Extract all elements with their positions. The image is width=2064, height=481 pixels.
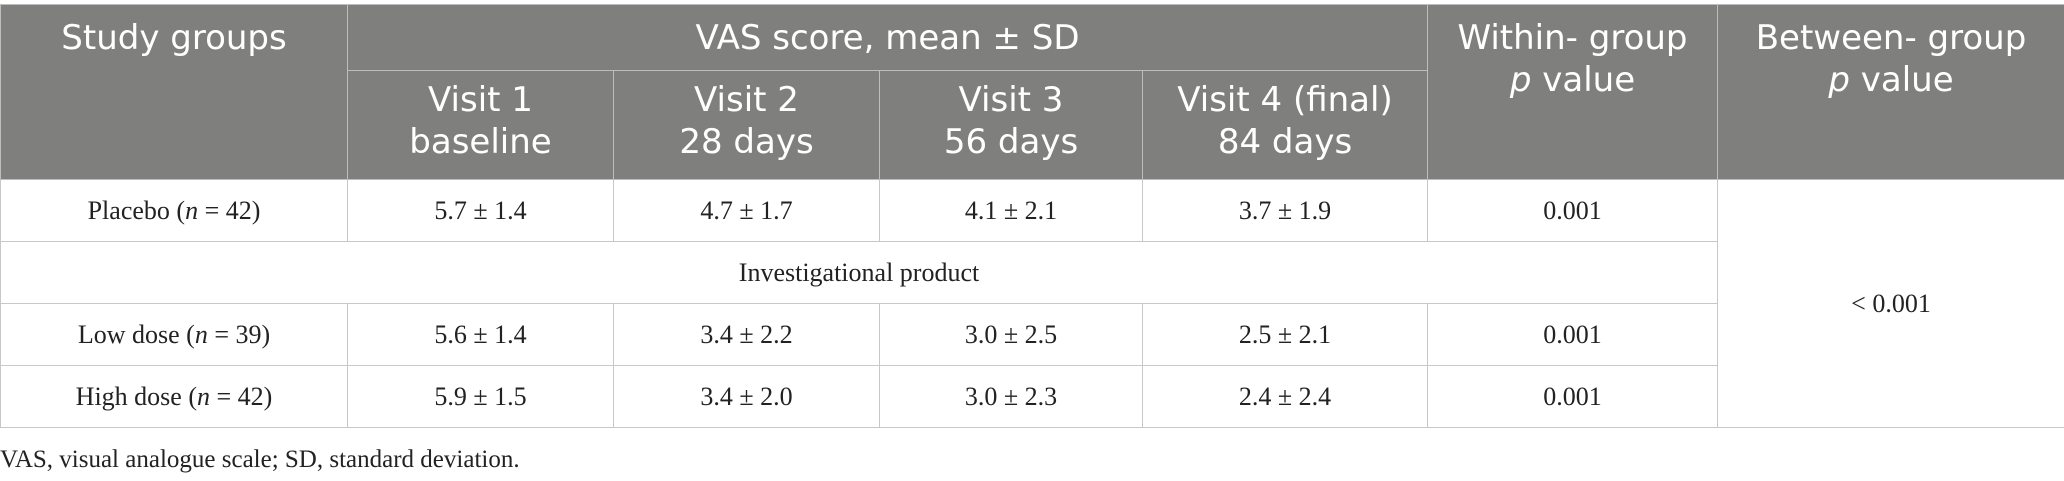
row-n-italic: n [197, 381, 210, 411]
row-n-value: = 42) [198, 195, 261, 225]
header-between-line1: Between- group [1755, 18, 2027, 58]
section-label-investigational-product: Investigational product [0, 241, 1718, 304]
row-n-italic: n [194, 319, 208, 349]
table-row-high-dose: High dose (n = 42) 5.9 ± 1.5 3.4 ± 2.0 3… [0, 365, 2064, 428]
table-cell: 2.5 ± 2.1 [1142, 303, 1428, 366]
table-cell: 3.4 ± 2.2 [613, 303, 880, 366]
visit-4-timing: 84 days [1217, 122, 1353, 162]
row-n-italic: n [185, 195, 199, 225]
table-cell: 4.7 ± 1.7 [613, 179, 880, 242]
table-row-section: Investigational product [0, 241, 2064, 304]
table-cell: 5.9 ± 1.5 [347, 365, 614, 428]
header-within-value: value [1531, 60, 1636, 100]
table-cell: 4.1 ± 2.1 [879, 179, 1143, 242]
table-cell: 3.0 ± 2.5 [879, 303, 1143, 366]
visit-4-label: Visit 4 (final) [1177, 80, 1393, 120]
vas-score-table: Study groups VAS score, mean ± SD Within… [0, 4, 2064, 428]
header-within-group-p: Within- group p value [1427, 4, 1718, 180]
table-cell: 3.7 ± 1.9 [1142, 179, 1428, 242]
row-n-value: = 39) [207, 319, 271, 349]
row-label: High dose (n = 42) [0, 365, 348, 428]
header-visit-4: Visit 4 (final) 84 days [1142, 70, 1428, 180]
header-within-line2: p value [1436, 59, 1709, 101]
table-row-low-dose: Low dose (n = 39) 5.6 ± 1.4 3.4 ± 2.2 3.… [0, 303, 2064, 366]
within-p-cell: 0.001 [1427, 365, 1718, 428]
table-footnote: VAS, visual analogue scale; SD, standard… [0, 446, 520, 473]
table-cell: 3.0 ± 2.3 [879, 365, 1143, 428]
visit-1-timing: baseline [409, 122, 552, 162]
header-between-p-italic: p [1828, 60, 1850, 100]
header-visit-2: Visit 2 28 days [613, 70, 880, 180]
row-n-value: = 42) [210, 381, 273, 411]
within-p-cell: 0.001 [1427, 303, 1718, 366]
table-row-placebo: Placebo (n = 42) 5.7 ± 1.4 4.7 ± 1.7 4.1… [0, 179, 2064, 428]
header-between-line2: p value [1726, 59, 2056, 101]
between-p-cell: < 0.001 [1717, 179, 2064, 428]
visit-3-timing: 56 days [943, 122, 1079, 162]
row-label: Low dose (n = 39) [0, 303, 348, 366]
visit-3-label: Visit 3 [958, 80, 1064, 120]
table-cell: 2.4 ± 2.4 [1142, 365, 1428, 428]
row-label: Placebo (n = 42) [0, 179, 348, 242]
row-label-text: High dose ( [75, 381, 197, 411]
within-p-cell: 0.001 [1427, 179, 1718, 242]
header-visit-1: Visit 1 baseline [347, 70, 614, 180]
row-label-text: Placebo ( [87, 195, 186, 225]
visit-2-timing: 28 days [679, 122, 814, 162]
visit-2-label: Visit 2 [694, 80, 799, 120]
header-study-groups: Study groups [0, 4, 348, 180]
row-label-text: Low dose ( [77, 319, 195, 349]
table-cell: 5.7 ± 1.4 [347, 179, 614, 242]
header-vas-score: VAS score, mean ± SD [347, 4, 1428, 71]
visit-1-label: Visit 1 [428, 80, 533, 120]
header-within-p-italic: p [1509, 60, 1532, 100]
header-within-line1: Within- group [1457, 18, 1688, 58]
table-cell: 3.4 ± 2.0 [613, 365, 880, 428]
table-cell: 5.6 ± 1.4 [347, 303, 614, 366]
header-visit-3: Visit 3 56 days [879, 70, 1143, 180]
header-between-value: value [1849, 60, 1954, 100]
header-between-group-p: Between- group p value [1717, 4, 2064, 180]
